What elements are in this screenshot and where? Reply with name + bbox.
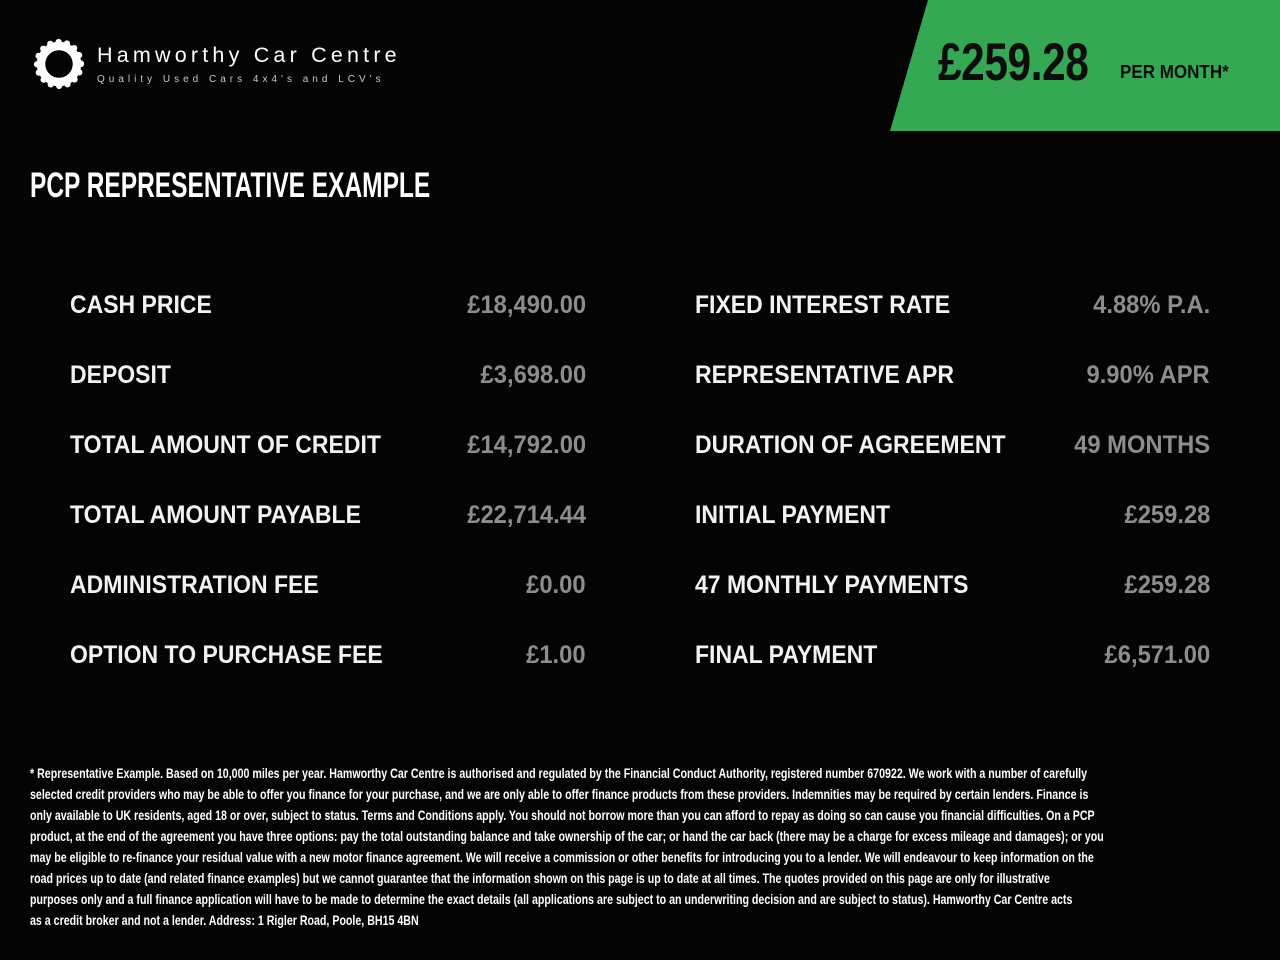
finance-value: £259.28 [1124,570,1210,599]
finance-row: DEPOSIT £3,698.00 [70,340,586,410]
finance-row: FIXED INTEREST RATE 4.88% P.A. [695,270,1210,340]
disclaimer-line: product, at the end of the agreement you… [30,828,1104,844]
finance-value: 49 MONTHS [1074,430,1210,459]
finance-value: £22,714.44 [467,500,586,529]
disclaimer: * Representative Example. Based on 10,00… [30,763,1270,931]
disclaimer-line: selected credit providers who may be abl… [30,786,1089,802]
finance-label: DEPOSIT [70,360,171,389]
finance-label: ADMINISTRATION FEE [70,570,319,599]
finance-value: £1.00 [526,640,586,669]
finance-label: FIXED INTEREST RATE [695,290,951,319]
finance-row: FINAL PAYMENT £6,571.00 [695,620,1210,690]
disclaimer-line: may be eligible to re-finance your resid… [30,849,1094,865]
finance-label: TOTAL AMOUNT PAYABLE [70,500,361,529]
finance-label: INITIAL PAYMENT [695,500,891,529]
finance-row: CASH PRICE £18,490.00 [70,270,586,340]
finance-label: 47 MONTHLY PAYMENTS [695,570,969,599]
finance-label: CASH PRICE [70,290,212,319]
finance-label: FINAL PAYMENT [695,640,878,669]
finance-row: OPTION TO PURCHASE FEE £1.00 [70,620,586,690]
finance-value: £6,571.00 [1104,640,1210,669]
finance-label: REPRESENTATIVE APR [695,360,955,389]
finance-value: £14,792.00 [467,430,586,459]
finance-table-right: FIXED INTEREST RATE 4.88% P.A. REPRESENT… [695,270,1210,690]
brand-block: Hamworthy Car Centre Quality Used Cars 4… [97,43,401,85]
brand-tagline: Quality Used Cars 4x4's and LCV's [97,73,385,85]
disclaimer-line: road prices up to date (and related fina… [30,870,1050,886]
disclaimer-line: only available to UK residents, aged 18 … [30,807,1095,823]
price-banner: £259.28 PER MONTH* [890,0,1280,131]
finance-value: 9.90% APR [1086,360,1210,389]
finance-row: TOTAL AMOUNT PAYABLE £22,714.44 [70,480,586,550]
finance-value: 4.88% P.A. [1092,290,1210,319]
finance-label: DURATION OF AGREEMENT [695,430,1006,459]
finance-row: TOTAL AMOUNT OF CREDIT £14,792.00 [70,410,586,480]
finance-value: £0.00 [526,570,586,599]
page-title: PCP REPRESENTATIVE EXAMPLE [30,166,431,205]
finance-row: DURATION OF AGREEMENT 49 MONTHS [695,410,1210,480]
finance-row: 47 MONTHLY PAYMENTS £259.28 [695,550,1210,620]
finance-value: £3,698.00 [480,360,586,389]
brand-name: Hamworthy Car Centre [97,43,401,67]
finance-row: INITIAL PAYMENT £259.28 [695,480,1210,550]
finance-value: £18,490.00 [467,290,586,319]
monthly-price: £259.28 [938,33,1089,92]
disclaimer-line: * Representative Example. Based on 10,00… [30,765,1088,781]
disclaimer-line: as a credit broker and not a lender. Add… [30,912,419,928]
gear-icon [33,38,85,90]
finance-row: ADMINISTRATION FEE £0.00 [70,550,586,620]
finance-label: TOTAL AMOUNT OF CREDIT [70,430,381,459]
finance-label: OPTION TO PURCHASE FEE [70,640,383,669]
finance-row: REPRESENTATIVE APR 9.90% APR [695,340,1210,410]
per-month-label: PER MONTH* [1120,61,1229,82]
finance-table-left: CASH PRICE £18,490.00 DEPOSIT £3,698.00 … [70,270,586,690]
finance-value: £259.28 [1124,500,1210,529]
disclaimer-line: purposes only and a full finance applica… [30,891,1073,907]
